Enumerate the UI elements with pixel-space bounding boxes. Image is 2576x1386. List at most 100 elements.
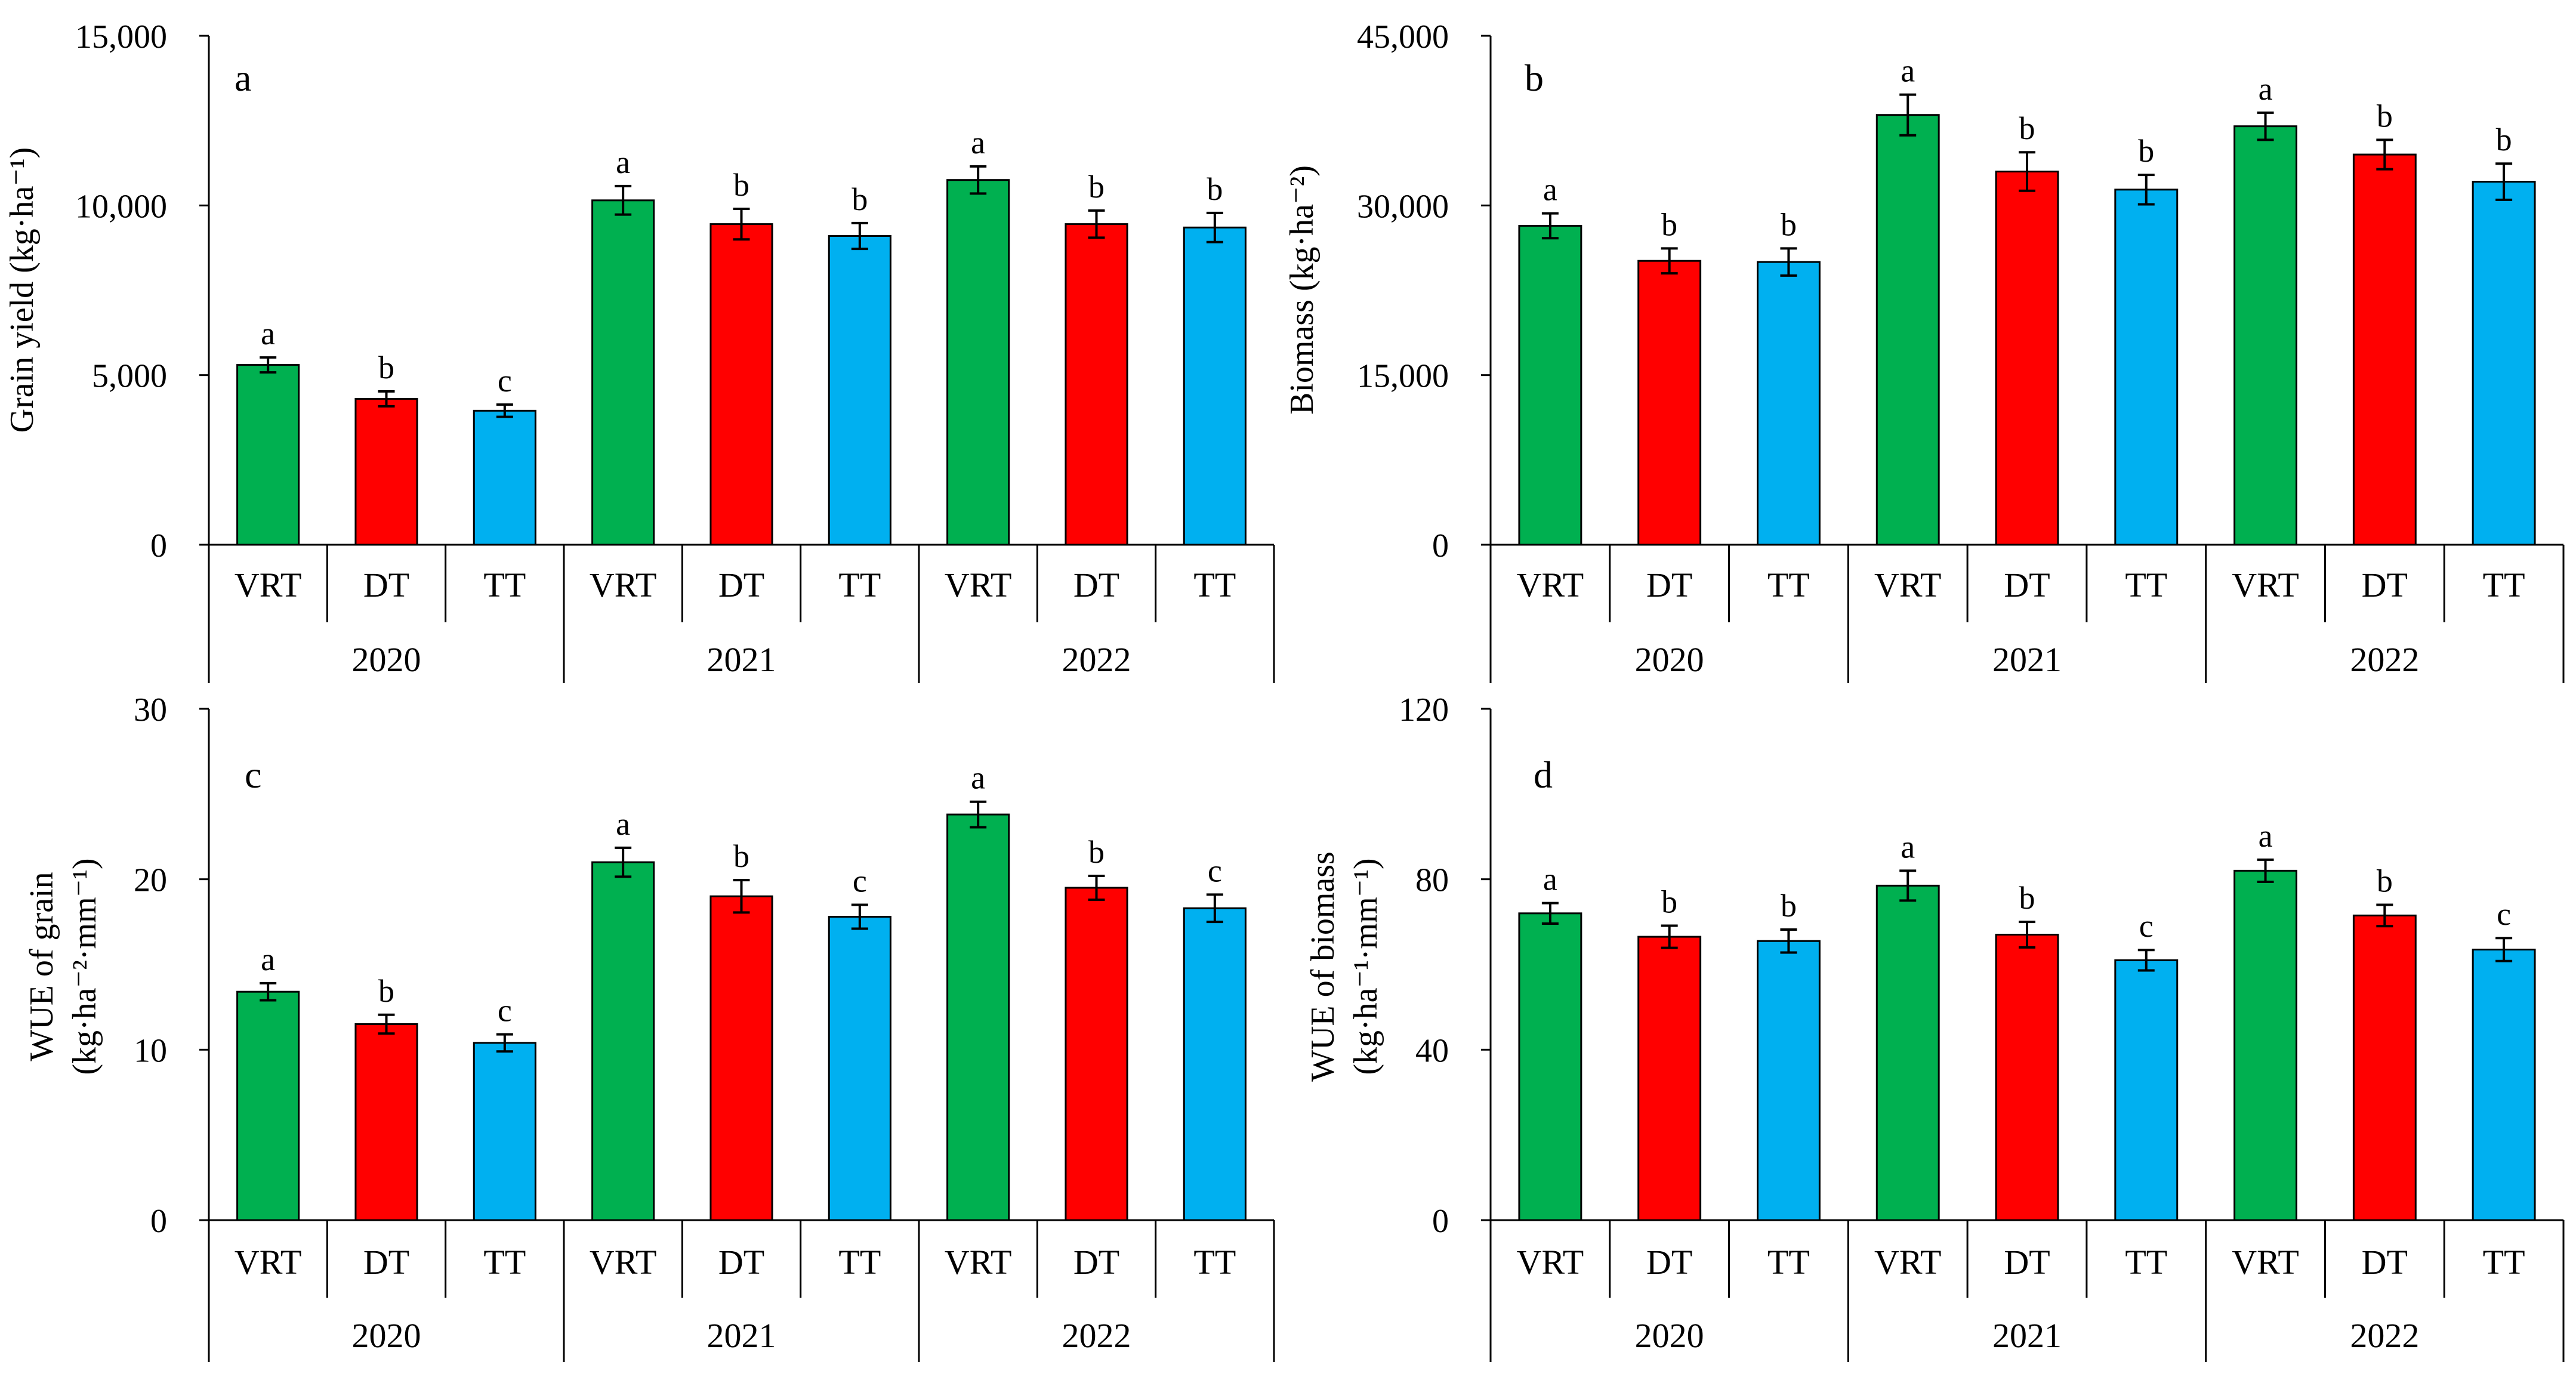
significance-letter: b [378,973,394,1009]
significance-letter: c [498,993,512,1029]
category-label: DT [2362,566,2408,604]
category-label: TT [2483,566,2525,604]
category-label: DT [1073,566,1119,604]
year-label: 2020 [1635,1316,1704,1355]
bar-vrt [591,861,655,1221]
y-axis-label-line: WUE of grain [23,872,60,1061]
significance-letter: b [2496,122,2512,158]
y-tick-label: 0 [1432,527,1449,564]
category-label: TT [1767,566,1810,604]
category-label: VRT [1517,1243,1584,1282]
y-axis-label: Biomass (kg·ha⁻²) [1284,165,1321,415]
category-label: VRT [1874,1243,1942,1282]
significance-letter: a [616,144,630,180]
category-label: VRT [590,1243,657,1282]
category-label: DT [1646,566,1692,604]
category-label: VRT [945,1243,1012,1282]
significance-letter: c [2139,908,2154,944]
category-label: DT [1073,1243,1119,1282]
y-tick-label: 45,000 [1357,18,1449,55]
year-label: 2022 [1062,1316,1131,1355]
category-label: VRT [2232,566,2299,604]
category-label: VRT [1517,566,1584,604]
chart-panels: 0 5,000 10,000 15,000 a VRT b DT c TT a VRT b DT b TT a V… [4,18,2565,1362]
bar-tt [473,1042,536,1221]
y-tick-label: 30 [134,692,167,729]
significance-letter: b [1207,171,1223,207]
bar-dt [354,397,418,546]
bar-dt [1637,260,1702,546]
significance-letter: c [2497,896,2511,932]
y-axis-label-line: (kg·ha⁻¹·mm⁻¹) [1347,858,1384,1075]
bar-vrt [2233,125,2297,546]
panel-c: 0 10 20 30 a VRT b DT c TT a VRT b DT c TT a VRT b DT c TT 202… [23,692,1275,1362]
category-label: TT [2483,1243,2525,1282]
significance-letter: b [1088,169,1105,205]
bar-tt [473,409,536,546]
significance-letter: b [1781,206,1797,242]
significance-letter: b [2377,98,2393,134]
significance-letter: c [498,363,512,399]
bar-dt [1065,223,1128,546]
bar-tt [1757,261,1821,546]
bar-vrt [1875,114,1940,546]
bar-dt [2352,914,2417,1221]
significance-letter: b [733,838,749,874]
y-axis-label: WUE of grain (kg·ha⁻²·mm⁻¹) [23,858,103,1075]
bar-vrt [236,364,300,546]
significance-letter: a [261,942,275,977]
significance-letter: a [1901,53,1915,89]
y-axis-label: WUE of biomass (kg·ha⁻¹·mm⁻¹) [1304,851,1384,1082]
y-axis-label: Grain yield (kg·ha⁻¹) [4,147,41,433]
panel-label: c [245,754,261,796]
significance-letter: c [853,863,867,899]
bar-tt [2472,181,2536,546]
panel-label: d [1534,754,1553,796]
significance-letter: a [2259,818,2273,854]
bar-vrt [946,179,1010,546]
panel-b: 0 15,000 30,000 45,000 a VRT b DT b TT a VRT b DT b TT a… [1284,18,2565,683]
panel-label: a [235,57,251,99]
category-label: VRT [2232,1243,2299,1282]
y-tick-label: 10,000 [75,188,167,225]
bar-vrt [946,813,1010,1221]
significance-letter: b [1661,206,1677,242]
category-label: TT [2125,566,2167,604]
category-label: DT [718,1243,764,1282]
y-tick-label: 0 [150,527,167,564]
year-label: 2020 [352,1316,421,1355]
bar-tt [2114,189,2179,546]
y-axis-label-line: Grain yield (kg·ha⁻¹) [4,147,41,433]
significance-letter: a [1901,829,1915,865]
category-label: VRT [235,566,302,604]
bar-tt [1183,907,1247,1221]
significance-letter: a [261,316,275,351]
significance-letter: b [2019,110,2035,146]
significance-letter: b [1781,888,1797,924]
significance-letter: b [378,350,394,385]
category-label: VRT [945,566,1012,604]
significance-letter: b [1088,834,1105,870]
significance-letter: b [2138,133,2154,169]
category-label: TT [838,566,881,604]
y-axis-label-line: WUE of biomass [1304,851,1341,1082]
significance-letter: a [1543,172,1557,208]
year-label: 2020 [352,640,421,679]
bar-vrt [1518,912,1582,1221]
year-label: 2022 [2350,640,2419,679]
significance-letter: a [616,806,630,842]
category-label: DT [363,566,409,604]
category-label: TT [838,1243,881,1282]
bar-dt [709,895,773,1221]
bar-dt [2352,153,2417,546]
category-label: VRT [235,1243,302,1282]
bar-tt [2114,959,2179,1221]
y-axis-label-line: (kg·ha⁻²·mm⁻¹) [66,858,103,1075]
category-label: DT [1646,1243,1692,1282]
y-tick-label: 30,000 [1357,188,1449,225]
category-label: TT [483,1243,526,1282]
bar-dt [1995,170,2059,546]
significance-letter: b [733,167,749,203]
year-label: 2021 [1992,1316,2062,1355]
